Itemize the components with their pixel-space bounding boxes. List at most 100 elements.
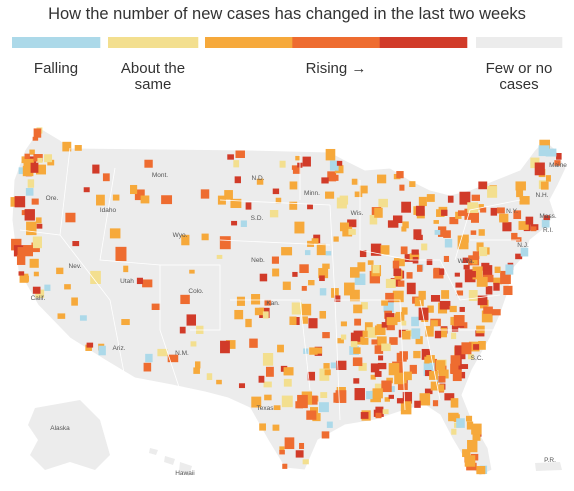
county-patch <box>301 316 308 324</box>
legend-swatch <box>108 37 199 48</box>
county-patch <box>83 187 90 193</box>
county-patch <box>92 164 100 174</box>
county-patch <box>25 188 34 196</box>
county-patch <box>404 254 414 262</box>
map-label: Texas <box>257 405 275 412</box>
county-patch <box>90 270 101 284</box>
legend-swatch <box>292 37 380 48</box>
county-patch <box>33 271 39 277</box>
map-label: Hawaii <box>175 470 195 477</box>
county-patch <box>403 371 412 381</box>
county-patch <box>464 455 476 467</box>
county-patch <box>461 364 469 369</box>
county-patch <box>26 221 37 236</box>
legend-label: Rising → <box>306 60 367 77</box>
county-patch <box>459 191 471 205</box>
county-patch <box>352 357 363 367</box>
county-patch <box>272 424 280 431</box>
county-patch <box>467 354 474 360</box>
state-borders <box>19 147 521 421</box>
county-patch <box>515 253 523 260</box>
county-patch <box>245 202 252 210</box>
county-patch <box>98 345 106 356</box>
county-patch <box>399 351 408 360</box>
county-patch <box>372 265 380 274</box>
county-patch <box>450 363 459 374</box>
county-patch <box>462 257 470 264</box>
county-patch <box>307 395 318 405</box>
county-patch <box>369 270 381 284</box>
county-patch <box>64 284 71 290</box>
county-patch <box>351 178 358 185</box>
county-patch <box>32 236 42 249</box>
county-patch <box>515 181 526 191</box>
county-patch <box>234 176 241 184</box>
county-patch <box>240 220 247 227</box>
county-patch <box>385 292 394 303</box>
alaska-outline <box>28 400 110 470</box>
county-patch <box>378 198 388 208</box>
county-patch <box>411 249 419 255</box>
county-patch <box>434 330 442 339</box>
map: Mont. N.D. Minn. Maine Ore. Idaho Wyo. S.D. Wis.… <box>10 127 567 477</box>
county-patch <box>320 392 328 398</box>
county-patch <box>534 162 545 176</box>
map-label: Wyo. <box>173 232 188 239</box>
county-patch <box>85 344 92 351</box>
county-patch <box>397 280 405 287</box>
county-patch <box>96 194 105 206</box>
county-patch <box>375 412 382 419</box>
county-patch <box>402 391 413 404</box>
county-patch <box>21 156 29 164</box>
county-patch <box>273 405 281 411</box>
county-patch <box>279 449 285 455</box>
hawaii-outline <box>149 448 192 476</box>
county-patch <box>282 463 288 469</box>
county-patch <box>386 322 395 331</box>
county-patch <box>361 337 369 345</box>
county-patch <box>342 226 353 237</box>
county-patch <box>236 296 245 306</box>
county-patch <box>477 295 488 306</box>
county-patch <box>381 343 391 352</box>
county-patch <box>201 233 209 241</box>
county-patch <box>471 194 480 201</box>
county-patch <box>470 230 477 235</box>
county-patch <box>434 229 441 235</box>
map-label: Idaho <box>100 207 117 214</box>
county-patch <box>143 362 152 372</box>
county-patch <box>478 204 484 210</box>
county-patch <box>530 226 537 232</box>
county-patch <box>359 185 368 194</box>
county-patch <box>400 401 412 415</box>
county-patch <box>297 394 308 409</box>
county-patch <box>258 375 265 383</box>
legend-label: cases <box>499 76 538 93</box>
county-patch <box>383 301 394 313</box>
county-patch <box>519 196 530 205</box>
county-patch <box>62 141 72 152</box>
county-patch <box>374 371 382 377</box>
county-patch <box>339 222 350 232</box>
county-patch <box>29 149 35 155</box>
county-patch <box>109 228 121 239</box>
county-patch <box>259 273 268 282</box>
county-patch <box>476 242 484 251</box>
county-patch <box>311 238 319 244</box>
county-patch <box>457 235 469 250</box>
county-patch <box>319 402 329 413</box>
county-patch <box>336 360 347 370</box>
county-patch <box>444 393 455 401</box>
county-patch <box>478 181 488 190</box>
county-patch <box>312 413 321 422</box>
county-patch <box>483 274 494 283</box>
county-patch <box>234 309 244 320</box>
county-patch <box>319 275 325 282</box>
state-border <box>19 147 521 421</box>
county-patch <box>22 165 34 177</box>
county-patch <box>37 157 43 163</box>
county-patch <box>57 313 66 319</box>
county-patch <box>374 345 384 354</box>
county-patch <box>541 219 550 228</box>
county-patch <box>206 373 213 381</box>
